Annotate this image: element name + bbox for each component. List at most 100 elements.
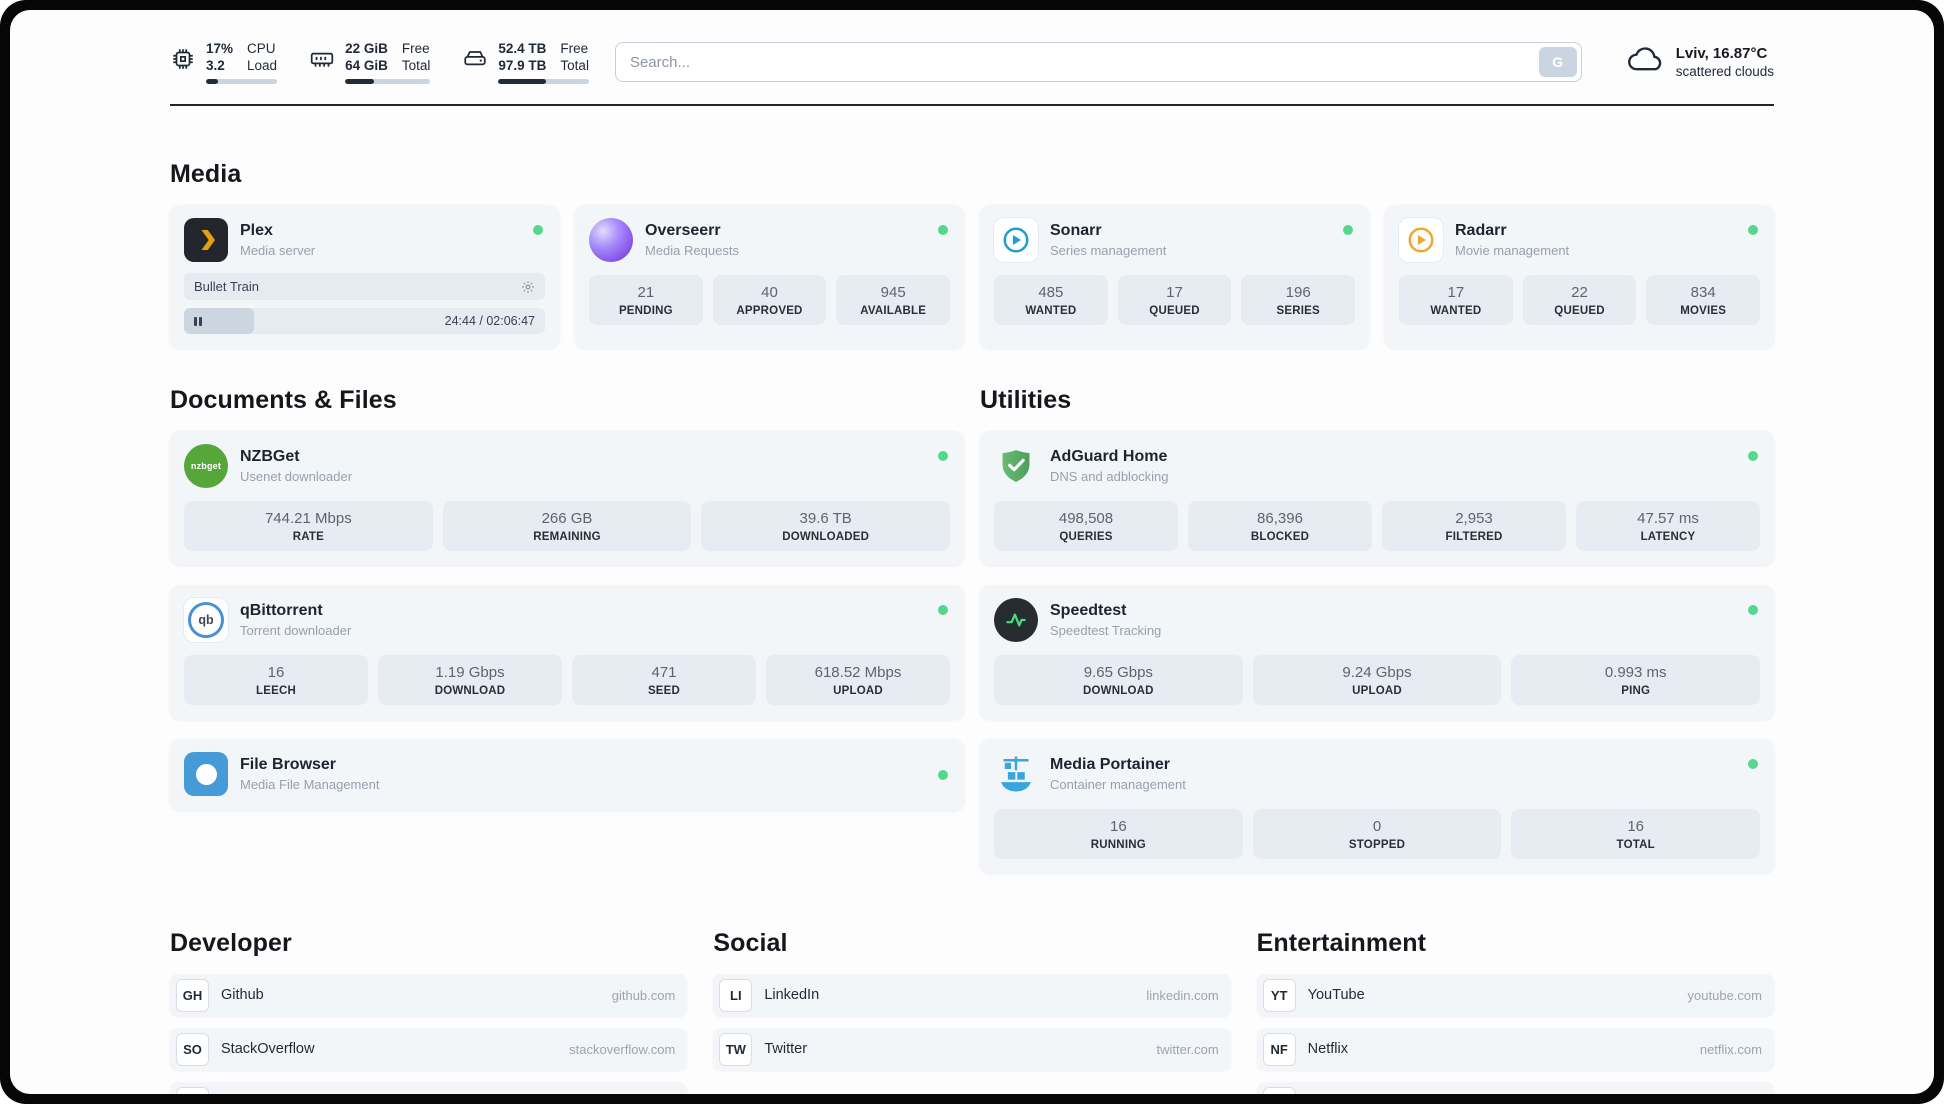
stat-label: APPROVED [736, 305, 803, 317]
stat-label: WANTED [1025, 305, 1077, 317]
netflix-abbr-icon: NF [1262, 1032, 1296, 1066]
filebrowser-icon [184, 752, 228, 796]
adguard-shield-icon [994, 444, 1038, 488]
system-widgets: 17% 3.2 CPU Load [170, 40, 589, 84]
adguard-stats: 498,508 QUERIES 86,396 BLOCKED 2,953 FIL… [994, 501, 1760, 551]
overseerr-name: Overseerr [645, 222, 721, 239]
section-documents: Documents & Files nzbget NZBGet Usenet d… [170, 386, 964, 810]
stat-series: 196 SERIES [1241, 275, 1356, 325]
link-netflix[interactable]: NF Netflix netflix.com [1256, 1028, 1774, 1070]
stackoverflow-abbr-icon: SO [176, 1032, 209, 1066]
card-portainer[interactable]: Media Portainer Container management 16 … [980, 739, 1774, 873]
search-provider-button[interactable]: G [1538, 47, 1577, 77]
disk-progress-fill [498, 79, 547, 84]
stat-label: QUEUED [1149, 305, 1200, 317]
stat-label: FILTERED [1445, 531, 1503, 543]
cpu-usage-value: 17% [206, 41, 234, 56]
stat-label: MOVIES [1680, 305, 1727, 317]
portainer-name: Media Portainer [1050, 756, 1171, 773]
link-youtube[interactable]: YT YouTube youtube.com [1256, 974, 1774, 1016]
disk-progressbar [498, 79, 589, 84]
stat-value: 196 [1285, 284, 1311, 301]
stat-value: 9.24 Gbps [1342, 664, 1412, 681]
radarr-status-dot [1748, 225, 1758, 235]
card-sonarr[interactable]: Sonarr Series management 485 WANTED 17 Q… [980, 205, 1369, 348]
memory-total-label: Total [401, 58, 431, 73]
memory-total-value: 64 GiB [345, 58, 388, 73]
cloud-icon [1624, 44, 1666, 81]
github-abbr-icon: GH [176, 978, 209, 1012]
overseerr-status-dot [938, 225, 948, 235]
stat-label: LATENCY [1640, 531, 1696, 543]
stat-value: 40 [761, 284, 778, 301]
stat-latency: 47.57 ms LATENCY [1576, 501, 1760, 551]
card-speedtest[interactable]: Speedtest Speedtest Tracking 9.65 Gbps D… [980, 585, 1774, 719]
stat-label: AVAILABLE [860, 305, 927, 317]
card-radarr[interactable]: Radarr Movie management 17 WANTED 22 QUE… [1385, 205, 1774, 348]
stat-label: BLOCKED [1250, 531, 1310, 543]
stat-label: QUERIES [1059, 531, 1113, 543]
now-playing-row: Bullet Train [184, 273, 545, 300]
linkedin-abbr-icon: LI [719, 978, 753, 1012]
stat-value: 16 [1627, 818, 1645, 835]
memory-free-value: 22 GiB [345, 41, 388, 56]
cpu-progress-fill [206, 79, 219, 84]
section-title-social: Social [713, 929, 788, 957]
stat-label: DOWNLOADED [782, 531, 870, 543]
cpu-load-label: Load [247, 58, 278, 73]
stat-rate: 744.21 Mbps RATE [184, 501, 433, 551]
stat-label: REMAINING [533, 531, 601, 543]
weather-condition: scattered clouds [1675, 63, 1774, 79]
link-linkedin[interactable]: LI LinkedIn linkedin.com [713, 974, 1231, 1016]
link-name: LinkedIn [764, 987, 820, 1003]
gear-icon[interactable] [521, 280, 535, 294]
radarr-name: Radarr [1455, 222, 1507, 239]
stat-value: 471 [651, 664, 677, 681]
filebrowser-disc [195, 763, 217, 785]
stat-approved: 40 APPROVED [712, 275, 827, 325]
link-dev[interactable]: DT DEV dev.to [170, 1082, 688, 1094]
filebrowser-desc: Media File Management [240, 777, 380, 792]
playback-progress: 24:44 / 02:06:47 [184, 308, 545, 334]
link-twitter[interactable]: TW Twitter twitter.com [713, 1028, 1231, 1070]
stat-label: STOPPED [1348, 839, 1406, 851]
stat-label: UPLOAD [833, 685, 883, 697]
stat-running: 16 RUNNING [994, 809, 1243, 859]
reddit-abbr-icon: RE [1262, 1086, 1296, 1094]
nzbget-desc: Usenet downloader [240, 469, 353, 484]
card-filebrowser[interactable]: File Browser Media File Management [170, 739, 964, 810]
stat-value: 485 [1038, 284, 1064, 301]
stat-value: 0 [1372, 818, 1382, 835]
section-title-media: Media [170, 160, 242, 188]
disk-widget: 52.4 TB 97.9 TB Free Total [462, 40, 589, 84]
youtube-abbr-icon: YT [1262, 978, 1296, 1012]
memory-icon [309, 46, 335, 77]
search-input[interactable] [614, 42, 1582, 82]
pause-icon[interactable] [194, 316, 202, 326]
stat-value: 1.19 Gbps [435, 664, 505, 681]
card-qbittorrent[interactable]: qb qBittorrent Torrent downloader 16 LEE… [170, 585, 964, 719]
link-url: linkedin.com [1146, 987, 1219, 1003]
plex-status-dot [533, 225, 543, 235]
stat-blocked: 86,396 BLOCKED [1188, 501, 1372, 551]
speedtest-name: Speedtest [1050, 602, 1127, 619]
link-stackoverflow[interactable]: SO StackOverflow stackoverflow.com [170, 1028, 688, 1070]
card-adguard[interactable]: AdGuard Home DNS and adblocking 498,508 … [980, 431, 1774, 565]
card-nzbget[interactable]: nzbget NZBGet Usenet downloader 744.21 M… [170, 431, 964, 565]
stat-value: 0.993 ms [1604, 664, 1667, 681]
stat-value: 17 [1447, 284, 1465, 301]
card-plex[interactable]: Plex Media server Bullet Train [170, 205, 559, 348]
link-reddit[interactable]: RE Reddit reddit.com [1256, 1082, 1774, 1094]
disk-free-value: 52.4 TB [498, 41, 547, 56]
card-overseerr[interactable]: Overseerr Media Requests 21 PENDING 40 A… [575, 205, 964, 348]
nzbget-status-dot [938, 451, 948, 461]
stat-downloaded: 39.6 TB DOWNLOADED [701, 501, 951, 551]
sonarr-desc: Series management [1050, 243, 1167, 258]
link-github[interactable]: GH Github github.com [170, 974, 688, 1016]
section-title-utilities: Utilities [980, 386, 1072, 414]
stat-available: 945 AVAILABLE [836, 275, 951, 325]
stat-value: 21 [637, 284, 655, 301]
stat-label: DOWNLOAD [434, 685, 506, 697]
section-media: Media Plex Media server Bullet Train [170, 160, 1774, 348]
radarr-icon [1399, 218, 1443, 262]
